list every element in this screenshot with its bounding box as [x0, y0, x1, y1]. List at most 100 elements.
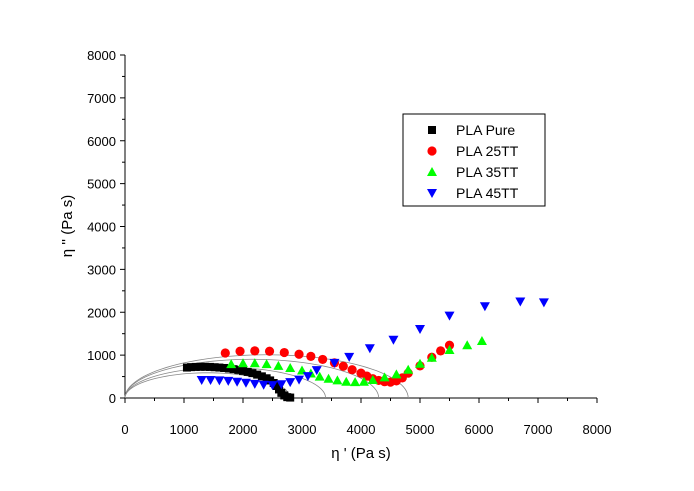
data-point — [279, 347, 289, 358]
x-tick-label: 0 — [121, 422, 128, 437]
data-point — [294, 349, 304, 359]
data-point — [220, 363, 229, 372]
x-tick-label: 7000 — [524, 422, 553, 437]
data-point — [323, 373, 334, 383]
x-tick-label: 4000 — [347, 422, 376, 437]
data-point — [239, 366, 247, 375]
data-point — [388, 335, 399, 345]
legend-label: PLA Pure — [456, 122, 515, 138]
x-tick-label: 2000 — [229, 422, 258, 437]
x-axis-title: η ' (Pa s) — [331, 445, 391, 462]
data-point — [329, 358, 340, 368]
data-point — [224, 364, 233, 373]
data-point — [196, 362, 205, 371]
data-point — [243, 367, 252, 376]
fit-arc — [124, 358, 380, 399]
data-point — [364, 344, 375, 354]
legend: PLA Pure PLA 25TT PLA 35TT PLA 45TT — [402, 113, 546, 207]
data-point — [182, 363, 191, 372]
legend-marker — [427, 189, 437, 198]
data-point — [249, 358, 260, 368]
data-point — [415, 358, 425, 368]
data-point — [276, 380, 287, 390]
data-point — [538, 298, 549, 308]
data-point — [347, 365, 357, 375]
data-point — [273, 360, 284, 370]
data-point — [220, 348, 230, 358]
data-point — [205, 375, 216, 385]
data-point — [191, 362, 200, 371]
data-point — [367, 374, 378, 384]
legend-label: PLA 45TT — [456, 185, 519, 201]
data-point — [403, 364, 414, 374]
data-point — [415, 324, 425, 334]
series-layer — [182, 297, 549, 402]
data-point — [261, 359, 272, 369]
axis-ticks: 0 1000 2000 3000 4000 5000 6000 7000 8000 0 1000 20… — [87, 48, 611, 437]
legend-marker — [428, 126, 436, 134]
data-point — [249, 379, 260, 389]
data-point — [210, 363, 219, 372]
series-pla-35tt — [226, 335, 487, 387]
data-point — [341, 376, 352, 386]
data-point — [229, 365, 238, 374]
y-tick-label: 8000 — [87, 48, 116, 63]
plot-frame — [124, 55, 597, 399]
y-tick-label: 7000 — [87, 91, 116, 106]
data-point — [338, 361, 348, 371]
y-axis-title: η '' (Pa s) — [59, 195, 76, 257]
data-point — [264, 346, 275, 356]
data-point — [234, 365, 243, 374]
data-point — [344, 352, 355, 362]
data-point — [332, 375, 343, 385]
data-point — [232, 377, 243, 387]
data-point — [235, 346, 245, 356]
data-point — [311, 366, 322, 376]
y-tick-label: 1000 — [87, 348, 116, 363]
data-point — [267, 381, 278, 391]
data-point — [257, 372, 266, 381]
data-point — [248, 369, 257, 378]
legend-label: PLA 25TT — [456, 143, 519, 159]
data-point — [318, 354, 328, 365]
data-point — [314, 371, 325, 381]
data-point — [379, 372, 390, 382]
data-point — [286, 393, 295, 402]
y-tick-label: 5000 — [87, 177, 116, 192]
data-point — [196, 375, 207, 385]
data-point — [462, 340, 473, 350]
data-point — [253, 370, 262, 379]
data-point — [285, 378, 296, 388]
data-point — [391, 369, 402, 379]
data-point — [306, 351, 316, 362]
data-point — [223, 376, 234, 386]
data-point — [258, 380, 269, 390]
data-point — [205, 362, 214, 371]
legend-marker — [427, 167, 437, 176]
data-point — [444, 344, 455, 354]
data-point — [515, 297, 526, 307]
y-tick-label: 3000 — [87, 262, 116, 277]
x-tick-label: 3000 — [288, 422, 317, 437]
legend-label: PLA 35TT — [456, 164, 519, 180]
x-tick-label: 6000 — [465, 422, 494, 437]
data-point — [240, 378, 251, 388]
data-point — [476, 335, 487, 345]
x-tick-label: 1000 — [170, 422, 199, 437]
data-point — [201, 362, 210, 371]
data-point — [250, 346, 260, 356]
data-point — [444, 311, 455, 321]
x-tick-label: 8000 — [583, 422, 612, 437]
data-point — [226, 359, 237, 369]
data-point — [285, 362, 296, 372]
legend-marker — [427, 146, 437, 156]
data-point — [436, 346, 446, 356]
series-pla-45tt — [196, 297, 549, 391]
legend-box — [402, 113, 546, 207]
y-tick-label: 4000 — [87, 220, 116, 235]
data-point — [302, 372, 313, 382]
data-point — [214, 376, 225, 386]
y-tick-label: 6000 — [87, 134, 116, 149]
y-tick-label: 0 — [109, 391, 116, 406]
